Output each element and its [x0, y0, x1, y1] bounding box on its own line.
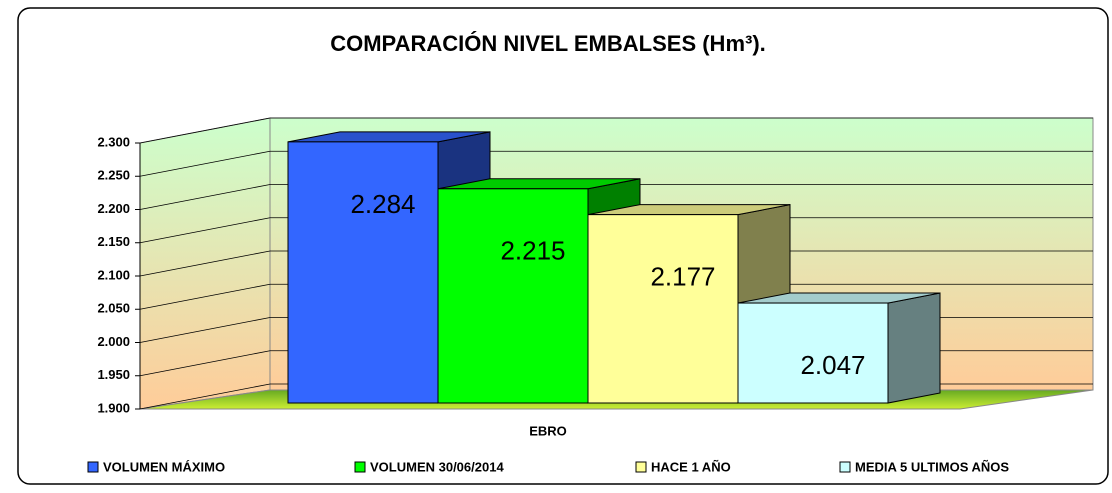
legend-swatch	[354, 461, 366, 473]
grid-line	[139, 184, 1093, 210]
bar-side	[887, 292, 941, 404]
bar	[287, 141, 439, 404]
y-tick-label: 1.950	[97, 367, 130, 382]
data-label: 2.215	[500, 236, 565, 266]
chart-title: COMPARACIÓN NIVEL EMBALSES (Hm³).	[330, 31, 766, 56]
grid-line	[139, 150, 1093, 177]
grid-line	[139, 283, 1093, 310]
legend-swatch	[839, 461, 851, 473]
y-tick-label: 2.000	[97, 334, 130, 349]
legend-swatch	[635, 461, 647, 473]
data-label: 2.047	[800, 350, 865, 380]
legend-label: VOLUMEN 30/06/2014	[370, 459, 504, 474]
y-tick-label: 2.050	[97, 301, 130, 316]
bar	[587, 214, 739, 404]
bar	[437, 188, 589, 404]
grid-line	[139, 250, 1093, 277]
x-tick-label: EBRO	[529, 423, 567, 438]
y-tick-label: 2.250	[97, 168, 130, 183]
y-tick-label: 1.900	[97, 400, 130, 415]
data-label: 2.284	[350, 189, 415, 219]
grid-line	[139, 117, 1093, 144]
y-tick-label: 2.200	[97, 201, 130, 216]
grid-line	[139, 217, 1093, 244]
y-tick-label: 2.100	[97, 267, 130, 282]
data-label: 2.177	[650, 262, 715, 292]
legend-label: MEDIA 5 ULTIMOS AÑOS	[855, 459, 1009, 474]
legend-swatch	[87, 461, 99, 473]
y-tick-label: 2.150	[97, 234, 130, 249]
legend-label: HACE 1 AÑO	[651, 459, 731, 474]
y-tick-label: 2.300	[97, 134, 130, 149]
bar	[737, 302, 889, 404]
legend-label: VOLUMEN MÁXIMO	[103, 459, 225, 474]
